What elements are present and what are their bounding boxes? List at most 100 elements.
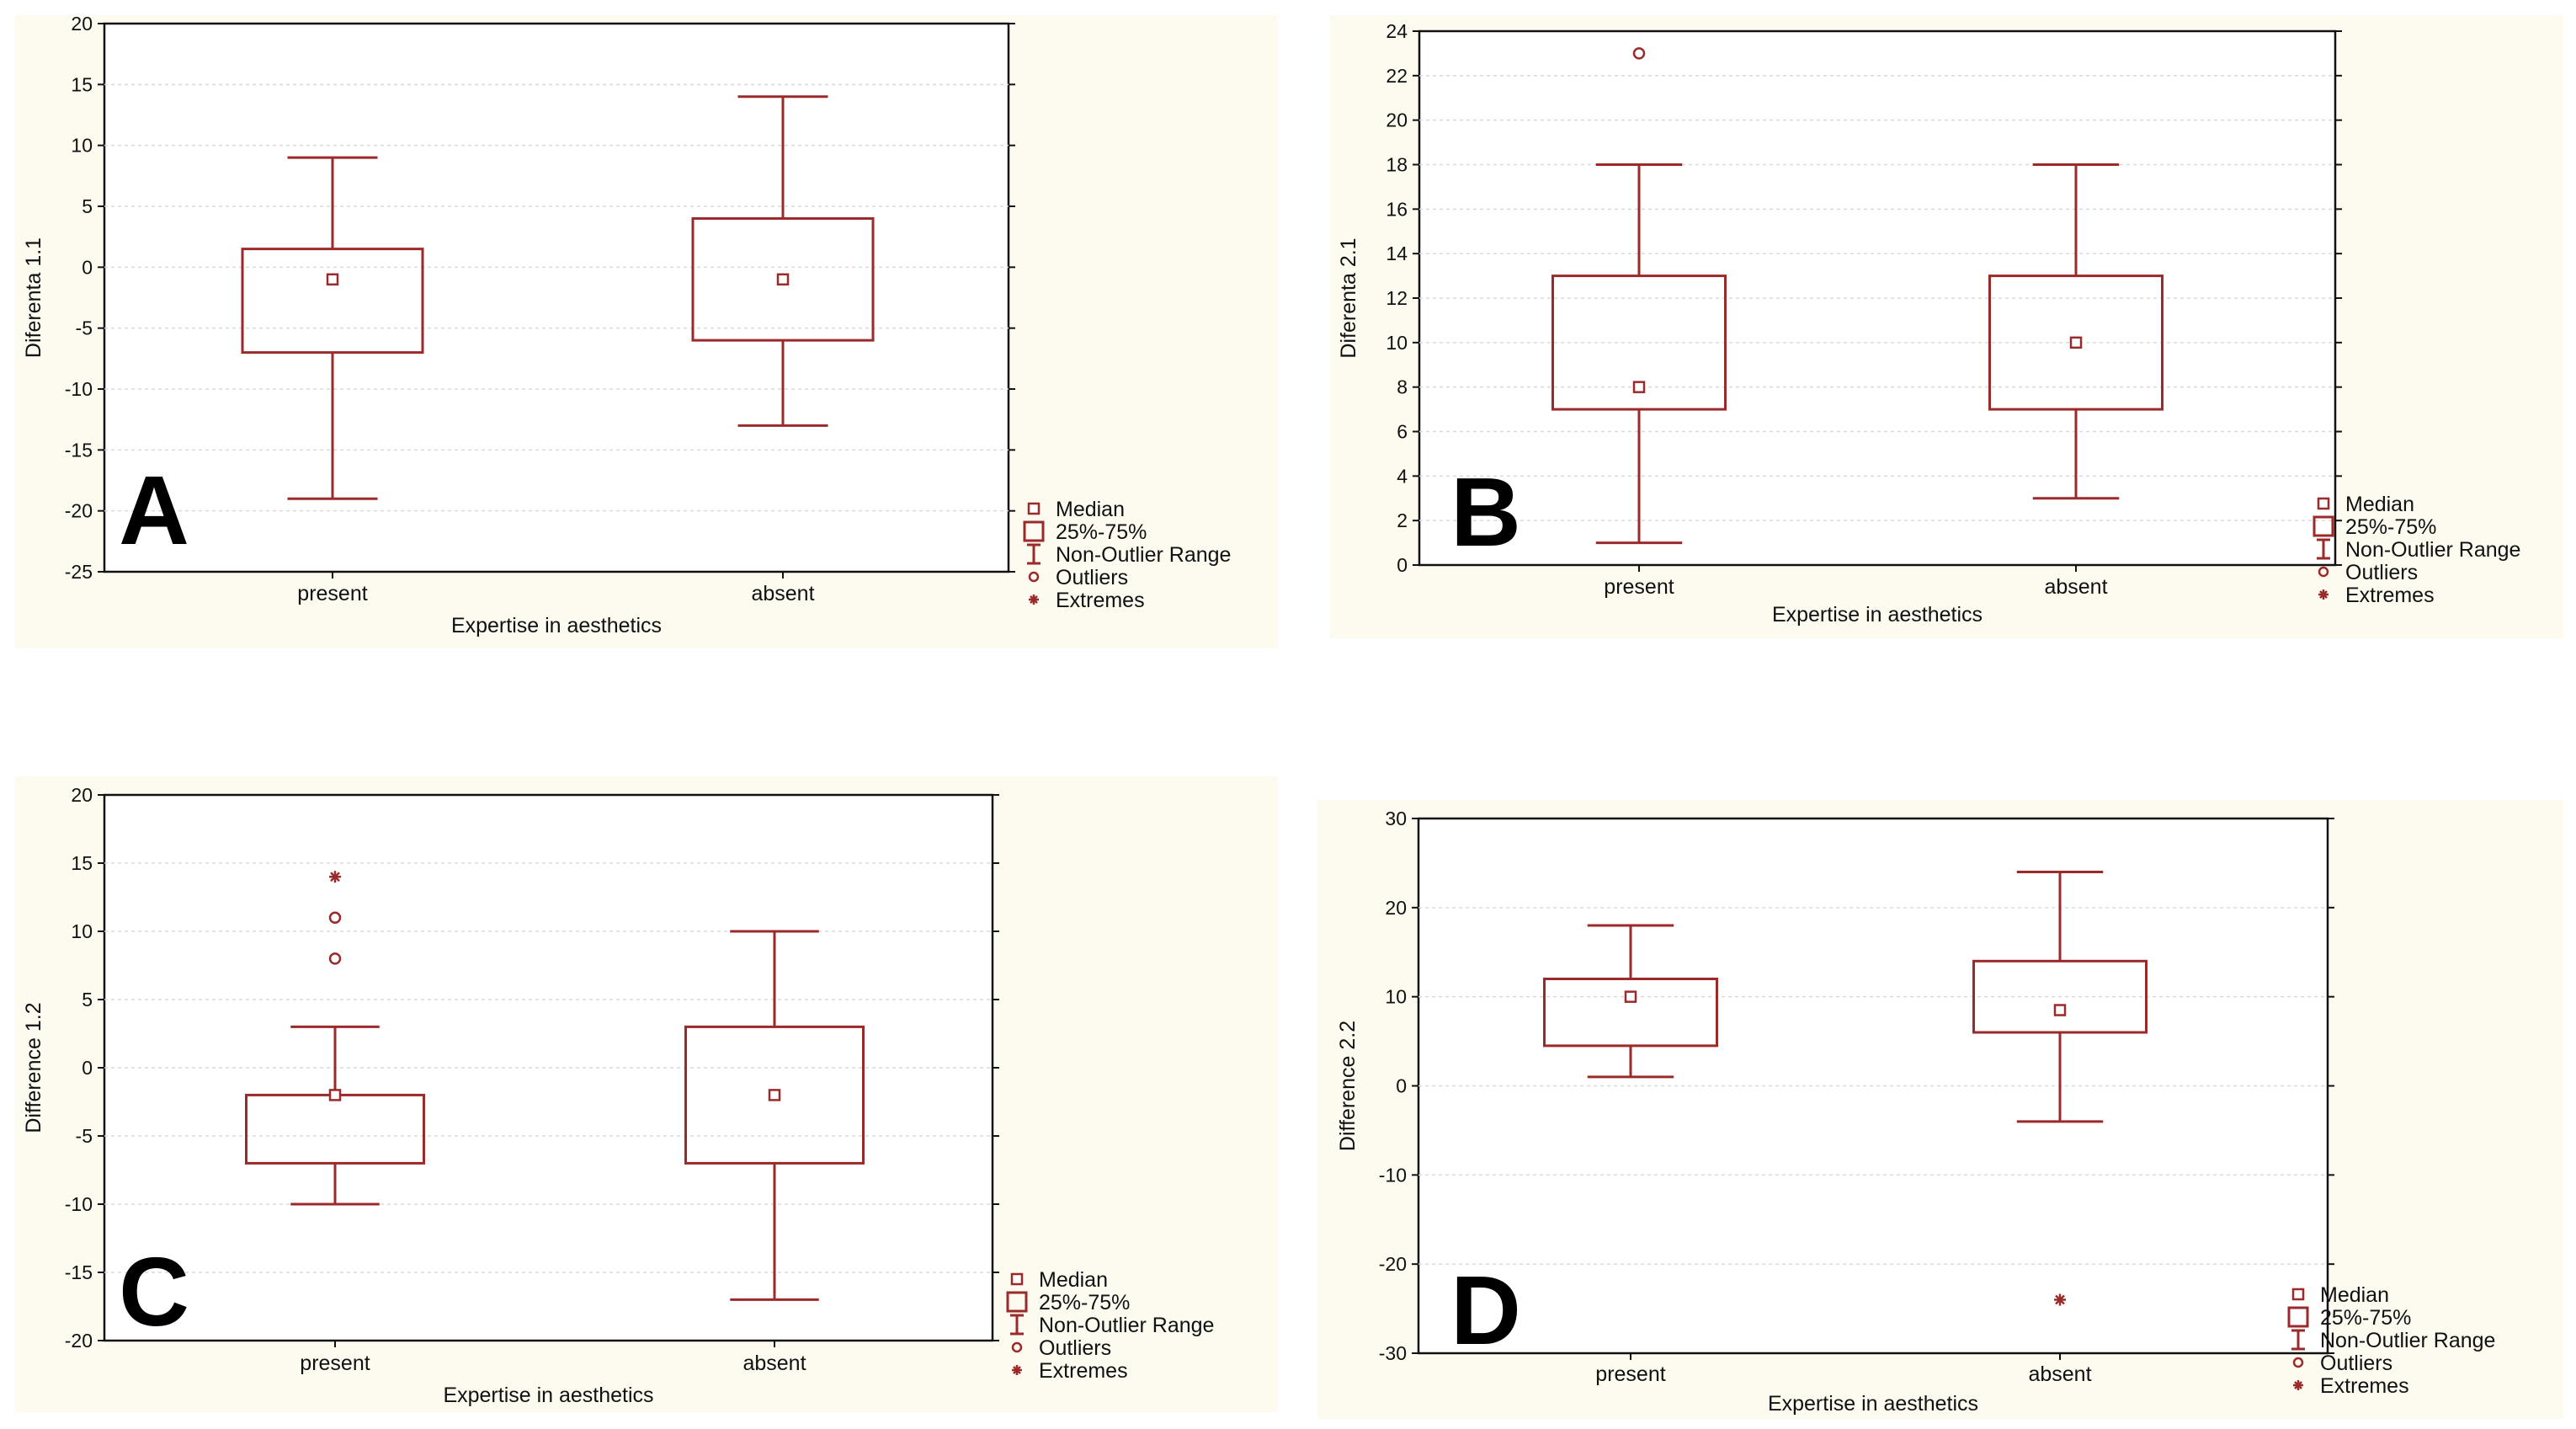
- legend-outlier-icon: [1011, 1341, 1023, 1353]
- outlier-point: [328, 911, 342, 925]
- y-tick-label: 14: [1386, 243, 1408, 264]
- y-tick-label: -15: [65, 1261, 93, 1283]
- legend-label: Outliers: [2345, 561, 2418, 584]
- y-tick-label: -5: [76, 317, 93, 339]
- median-marker: [328, 1089, 342, 1101]
- iqr-box: [241, 248, 424, 355]
- median-marker: [2053, 1004, 2067, 1016]
- legend-label: Non-Outlier Range: [2320, 1329, 2495, 1352]
- legend-label: Non-Outlier Range: [1056, 543, 1231, 567]
- y-tick-label: -5: [76, 1125, 93, 1147]
- y-tick-label: 4: [1397, 465, 1408, 487]
- legend-label: Median: [1039, 1268, 1108, 1292]
- y-tick-label: 20: [71, 784, 93, 806]
- plot-frame: [103, 793, 994, 1342]
- x-tick-label: present: [1595, 1362, 1665, 1386]
- legend-label: Outliers: [2320, 1352, 2392, 1375]
- y-tick-label: -10: [65, 378, 93, 400]
- y-tick-label: -15: [65, 439, 93, 461]
- y-tick-label: 18: [1386, 154, 1408, 176]
- x-tick-label: present: [300, 1352, 370, 1375]
- y-tick-label: -30: [1379, 1342, 1407, 1364]
- legend-box-icon: [2313, 515, 2334, 537]
- y-axis-label: Diferenta 1.1: [22, 237, 45, 358]
- x-axis-label: Expertise in aesthetics: [1772, 603, 1983, 627]
- y-tick-label: 5: [82, 195, 93, 217]
- box-group-absent: [691, 95, 875, 427]
- y-tick-label: 6: [1397, 421, 1408, 443]
- legend-label: Outliers: [1056, 566, 1128, 589]
- y-tick-label: -10: [65, 1193, 93, 1215]
- legend-label: Extremes: [2345, 584, 2435, 607]
- legend-median-icon: [1010, 1272, 1024, 1286]
- y-tick-label: 2: [1397, 509, 1408, 531]
- box-group-absent: [1972, 871, 2148, 1306]
- legend-label: Extremes: [2320, 1374, 2409, 1398]
- box-group-present: [241, 156, 424, 500]
- x-tick-label: present: [1604, 575, 1674, 599]
- median-marker: [1624, 990, 1637, 1003]
- y-tick-label: 12: [1386, 287, 1408, 309]
- legend-box-icon: [2287, 1306, 2309, 1328]
- legend-label: Median: [1056, 498, 1125, 521]
- chart-panel-a: -25 -20 -15 -10 -5 0 5 10 15 20 Diferenta 1.1 prese…: [15, 13, 1278, 648]
- y-tick-label: 10: [1385, 986, 1407, 1008]
- legend-outlier-icon: [2292, 1357, 2304, 1368]
- y-tick-label: 8: [1397, 376, 1408, 398]
- legend-label: 25%-75%: [1056, 520, 1147, 544]
- box-group-present: [1551, 47, 1727, 545]
- legend-median-icon: [2317, 497, 2330, 510]
- y-tick-label: 10: [71, 135, 93, 157]
- iqr-box: [1972, 959, 2148, 1034]
- y-tick-label: -10: [1379, 1164, 1407, 1186]
- legend-box-icon: [1023, 520, 1045, 542]
- y-axis-label: Diferenta 2.1: [1337, 237, 1360, 358]
- x-tick-label: absent: [751, 582, 814, 605]
- legend-label: 25%-75%: [2345, 515, 2436, 539]
- median-marker: [1632, 381, 1646, 393]
- legend-label: 25%-75%: [2320, 1306, 2411, 1330]
- x-tick-label: absent: [2044, 575, 2107, 599]
- panel-letter: D: [1450, 1256, 1521, 1365]
- y-tick-label: 0: [82, 256, 93, 278]
- legend-label: Extremes: [1056, 589, 1145, 612]
- panel-letter: B: [1450, 457, 1521, 567]
- y-tick-label: 0: [1396, 1075, 1407, 1097]
- legend-label: Median: [2320, 1283, 2389, 1307]
- legend-label: Non-Outlier Range: [1039, 1314, 1214, 1337]
- outlier-point: [328, 952, 342, 965]
- iqr-box: [1988, 275, 2164, 411]
- y-tick-label: 16: [1386, 198, 1408, 220]
- legend-label: Extremes: [1039, 1359, 1128, 1383]
- legend-outlier-icon: [1028, 571, 1040, 583]
- y-tick-label: 5: [82, 989, 93, 1010]
- median-marker: [326, 273, 339, 286]
- y-tick-label: 30: [1385, 808, 1407, 829]
- legend-label: 25%-75%: [1039, 1291, 1130, 1314]
- legend-median-icon: [2291, 1288, 2305, 1301]
- legend-label: Median: [2345, 493, 2414, 516]
- chart-panel-d: -30 -20 -10 0 10 20 30 Difference 2.2 present abs…: [1317, 800, 2563, 1419]
- y-axis-label: Difference 1.2: [22, 1002, 45, 1133]
- y-tick-label: 15: [71, 852, 93, 874]
- x-tick-label: absent: [2028, 1362, 2091, 1386]
- y-tick-label: 20: [71, 13, 93, 35]
- median-marker: [776, 273, 790, 286]
- y-tick-label: 10: [1386, 332, 1408, 354]
- box-group-absent: [1988, 163, 2164, 500]
- box-group-present: [1543, 924, 1718, 1079]
- x-axis-label: Expertise in aesthetics: [1768, 1392, 1978, 1416]
- y-axis-label: Difference 2.2: [1336, 1021, 1360, 1151]
- y-tick-label: -25: [65, 561, 93, 583]
- iqr-box: [1551, 275, 1727, 411]
- legend-median-icon: [1027, 502, 1041, 515]
- x-axis-label: Expertise in aesthetics: [443, 1384, 653, 1407]
- y-tick-label: 15: [71, 73, 93, 95]
- box-group-absent: [684, 930, 865, 1301]
- x-tick-label: present: [297, 582, 367, 605]
